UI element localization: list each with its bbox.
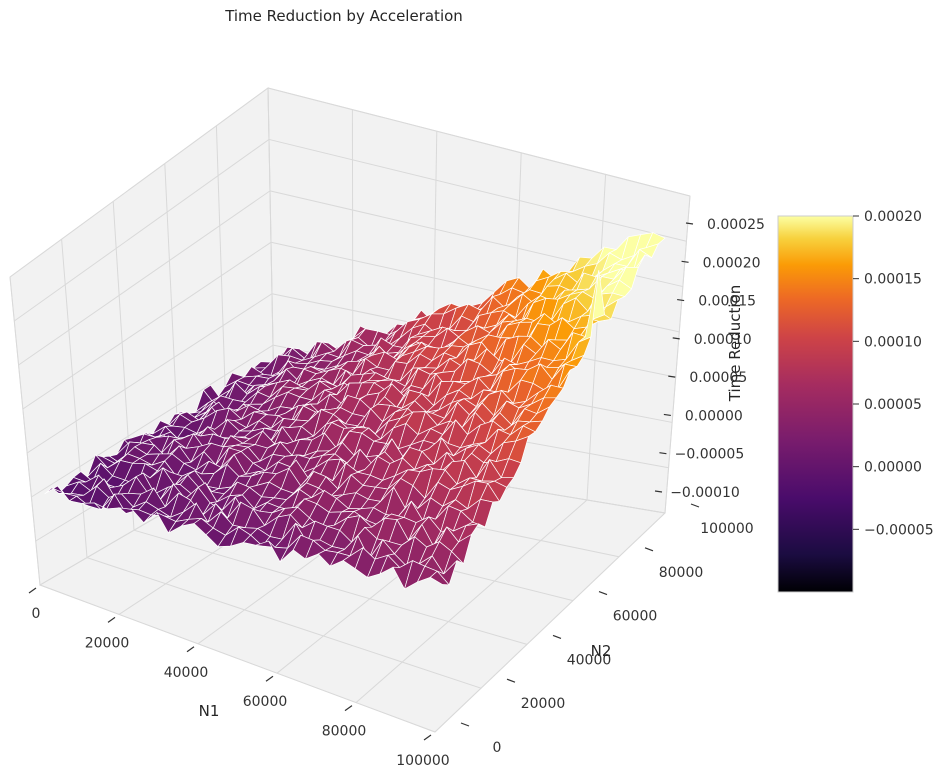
grid-line bbox=[133, 529, 528, 645]
colorbar-tick-label: 0.00000 bbox=[864, 460, 922, 476]
x-tick-mark bbox=[186, 646, 195, 653]
colorbar-tick-label: 0.00010 bbox=[864, 334, 922, 350]
grid-line bbox=[31, 344, 274, 498]
colorbar-tick-label: 0.00020 bbox=[864, 209, 922, 225]
grid-line bbox=[434, 512, 666, 733]
z-tick-label: 0.00005 bbox=[689, 370, 747, 386]
grid-line bbox=[86, 557, 482, 689]
surface-mesh bbox=[44, 232, 666, 591]
x-tick-label: 40000 bbox=[164, 665, 209, 681]
y-tick-mark bbox=[598, 591, 608, 596]
colorbar-gradient bbox=[777, 215, 854, 593]
x-tick-label: 20000 bbox=[85, 635, 130, 651]
colorbar-ticks: −0.00005 0.00000 0.00005 0.00010 0.00015 0.00… bbox=[853, 209, 934, 538]
grid-line bbox=[13, 139, 270, 322]
grid-line bbox=[39, 584, 436, 733]
grid-line bbox=[9, 87, 269, 278]
grid-line bbox=[586, 174, 607, 501]
colorbar-tick-label: 0.00015 bbox=[864, 272, 922, 288]
y-tick-mark bbox=[644, 547, 654, 552]
x-tick-label: 100000 bbox=[396, 753, 449, 767]
grid-line bbox=[355, 499, 588, 703]
y-tick-label: 40000 bbox=[567, 652, 612, 668]
grid-line bbox=[61, 239, 88, 558]
z-tick-mark bbox=[663, 413, 671, 417]
y-tick-label: 80000 bbox=[659, 565, 704, 581]
x-tick-mark bbox=[107, 616, 116, 623]
z-tick-label: −0.00005 bbox=[675, 447, 745, 463]
z-tick-mark bbox=[672, 337, 680, 340]
y-tick-label: 60000 bbox=[613, 609, 658, 625]
chart-title: Time Reduction by Acceleration bbox=[224, 7, 463, 25]
z-tick-mark bbox=[659, 452, 667, 455]
y-axis-label: N2 bbox=[591, 642, 612, 660]
colorbar: −0.00005 0.00000 0.00005 0.00010 0.00015 0.00… bbox=[777, 209, 934, 593]
z-tick-mark bbox=[654, 490, 663, 493]
grid-line bbox=[22, 241, 272, 410]
y-tick-mark bbox=[690, 503, 700, 508]
surface-facet bbox=[429, 570, 450, 586]
z-tick-label: 0.00000 bbox=[685, 408, 743, 424]
z-tick-label: 0.00010 bbox=[694, 332, 752, 348]
y-tick-label: 100000 bbox=[700, 521, 753, 537]
x-tick-mark bbox=[423, 734, 432, 741]
z-tick-mark bbox=[681, 260, 689, 263]
x-tick-label: 0 bbox=[32, 606, 41, 622]
grid-line bbox=[9, 276, 41, 586]
x-tick-label: 80000 bbox=[322, 724, 367, 740]
axis-ticks: 0 20000 40000 60000 80000 100000 0 20000 40000 60… bbox=[28, 217, 765, 767]
grid-line bbox=[18, 190, 271, 366]
x-axis-label: N1 bbox=[199, 702, 220, 720]
x-tick-mark bbox=[344, 705, 353, 712]
colorbar-tick-label: −0.00005 bbox=[864, 522, 934, 538]
x-tick-label: 60000 bbox=[243, 694, 288, 710]
y-tick-label: 0 bbox=[493, 740, 502, 756]
z-tick-label: −0.00010 bbox=[670, 485, 740, 501]
y-tick-mark bbox=[506, 678, 516, 683]
z-tick-label: 0.00025 bbox=[707, 217, 765, 233]
z-tick-label: 0.00020 bbox=[703, 255, 761, 271]
colorbar-tick-label: 0.00005 bbox=[864, 397, 922, 413]
z-tick-label: 0.00015 bbox=[698, 294, 756, 310]
grid-line bbox=[664, 195, 691, 514]
y-tick-label: 20000 bbox=[521, 696, 566, 712]
y-tick-mark bbox=[552, 634, 562, 639]
grid-line bbox=[26, 293, 273, 454]
grid-line bbox=[267, 87, 691, 197]
z-tick-mark bbox=[668, 375, 676, 378]
z-tick-mark bbox=[685, 222, 694, 225]
x-tick-mark bbox=[265, 675, 274, 682]
z-tick-mark bbox=[677, 298, 685, 302]
grid-line bbox=[268, 138, 687, 242]
y-tick-mark bbox=[460, 722, 470, 727]
x-tick-mark bbox=[28, 587, 37, 594]
z-axis-label: Time Reduction bbox=[726, 285, 744, 402]
